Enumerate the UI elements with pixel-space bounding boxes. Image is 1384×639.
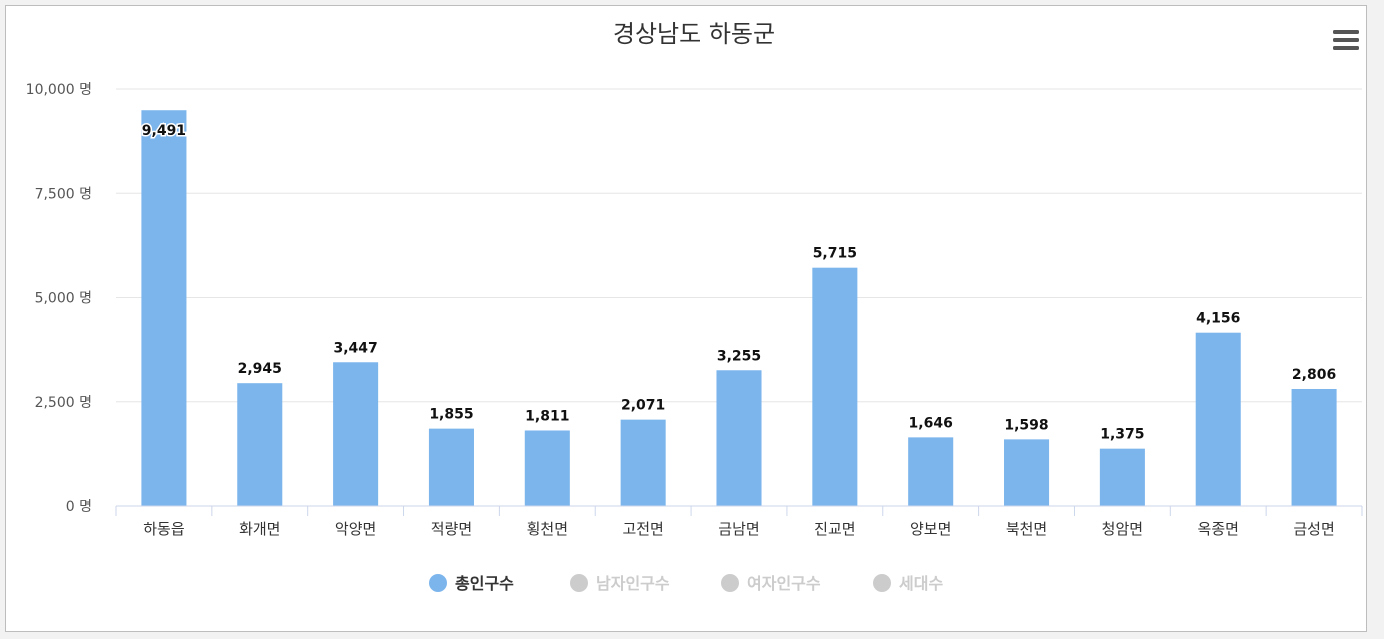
x-tick-label: 악양면 [335, 520, 376, 538]
data-label: 5,715 [813, 246, 857, 262]
x-tick-label: 양보면 [910, 520, 951, 538]
data-label: 9,491 [142, 123, 186, 139]
y-tick-label: 10,000 명 [26, 82, 92, 98]
x-tick-label: 하동읍 [143, 520, 184, 538]
legend-item[interactable]: 여자인구수 [721, 574, 821, 593]
y-tick-label: 7,500 명 [35, 186, 92, 202]
legend-label: 여자인구수 [747, 574, 821, 593]
x-tick-label: 청암면 [1102, 520, 1143, 538]
bar[interactable] [812, 267, 858, 506]
data-label: 3,447 [333, 340, 377, 356]
y-axis-ticks: 0 명 2,500 명 5,000 명 7,500 명 10,000 명 [26, 82, 92, 515]
data-label: 4,156 [1196, 311, 1240, 327]
x-tick-label: 금성면 [1293, 520, 1334, 538]
bar[interactable] [716, 370, 762, 506]
data-label: 2,806 [1292, 367, 1336, 383]
legend-marker [721, 574, 739, 592]
bar[interactable] [908, 437, 954, 506]
legend-item[interactable]: 세대수 [873, 574, 943, 593]
x-tick-label: 화개면 [239, 520, 280, 538]
bar-series [141, 110, 1337, 506]
legend-marker [429, 574, 447, 592]
data-label: 3,255 [717, 348, 761, 364]
data-label: 2,945 [238, 361, 282, 377]
x-tick-label: 옥종면 [1198, 520, 1239, 538]
data-labels: 9,491 2,945 3,447 1,855 1,811 2,071 3,255 5,715… [140, 122, 1336, 443]
legend-marker [873, 574, 891, 592]
legend-label: 세대수 [899, 574, 943, 593]
legend-label: 남자인구수 [596, 574, 670, 593]
legend-label: 총인구수 [455, 574, 514, 593]
data-label: 1,646 [909, 415, 953, 431]
hamburger-menu-icon[interactable] [1333, 30, 1359, 50]
legend-item[interactable]: 총인구수 [429, 574, 514, 593]
data-label: 1,811 [525, 408, 569, 424]
x-tick-label: 횡천면 [527, 520, 568, 538]
y-tick-label: 5,000 명 [35, 291, 92, 307]
bar[interactable] [237, 383, 283, 506]
bar[interactable] [524, 430, 570, 506]
x-tick-label: 북천면 [1006, 520, 1047, 538]
x-tick-label: 고전면 [622, 520, 663, 538]
data-label: 1,375 [1100, 427, 1144, 443]
x-tick-label: 금남면 [718, 520, 759, 538]
y-tick-label: 2,500 명 [35, 395, 92, 411]
bar[interactable] [141, 110, 187, 506]
bar[interactable] [1195, 332, 1241, 506]
data-label: 2,071 [621, 398, 665, 414]
x-axis: 하동읍 화개면 악양면 적량면 횡천면 고전면 금남면 진교면 양보면 북천면 청암면 옥종면 금성면 [115, 505, 1363, 538]
bar[interactable] [1004, 439, 1050, 506]
bar[interactable] [1099, 448, 1145, 506]
y-tick-label: 0 명 [66, 499, 92, 515]
x-tick-label: 진교면 [814, 520, 855, 538]
bar[interactable] [1291, 388, 1337, 506]
data-label: 1,598 [1004, 417, 1048, 433]
bar-chart: 경상남도 하동군 0 명 2,500 명 5,000 명 7,500 명 10,000 … [26, 20, 1363, 593]
bar[interactable] [333, 362, 379, 506]
bar[interactable] [428, 428, 474, 506]
legend: 총인구수 남자인구수 여자인구수 세대수 [429, 574, 943, 593]
legend-marker [570, 574, 588, 592]
chart-title: 경상남도 하동군 [613, 20, 775, 48]
x-tick-label: 적량면 [431, 520, 472, 538]
legend-item[interactable]: 남자인구수 [570, 574, 670, 593]
bar[interactable] [620, 419, 666, 506]
data-label: 1,855 [429, 407, 473, 423]
chart-container: 경상남도 하동군 0 명 2,500 명 5,000 명 7,500 명 10,000 … [5, 5, 1367, 632]
